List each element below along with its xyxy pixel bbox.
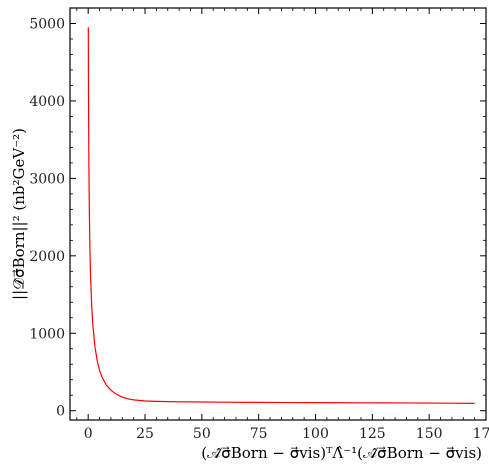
- y-tick-label: 4000: [29, 94, 65, 110]
- series-line: [87, 27, 475, 404]
- y-tick-label: 2000: [29, 249, 65, 265]
- x-tick-label: 125: [359, 426, 386, 442]
- y-tick-label: 5000: [29, 16, 65, 32]
- x-tick-label: 75: [250, 426, 268, 442]
- x-tick-label: 150: [416, 426, 443, 442]
- y-tick-label: 3000: [29, 171, 65, 187]
- y-axis-ticks: 0 1000 2000 3000 4000 5000: [29, 7, 486, 420]
- x-tick-label: 50: [193, 426, 211, 442]
- x-tick-label: 0: [84, 426, 93, 442]
- x-axis-ticks: 0 25 50 75 100 125 150 175: [76, 8, 489, 442]
- plot-frame: [69, 7, 487, 421]
- x-tick-label: 25: [136, 426, 154, 442]
- x-tick-label: 100: [302, 426, 329, 442]
- y-tick-label: 0: [56, 404, 65, 420]
- y-tick-label: 1000: [29, 326, 65, 342]
- y-axis-label: ||𝒟̂σ⃗Born||² (nb²GeV⁻²): [10, 128, 28, 300]
- x-tick-label: 175: [473, 426, 489, 442]
- x-axis-label: (𝒜̂σ⃗Born − σ⃗vis)ᵀΛ̂⁻¹(𝒜̂σ⃗Born − σ⃗vis…: [201, 444, 482, 462]
